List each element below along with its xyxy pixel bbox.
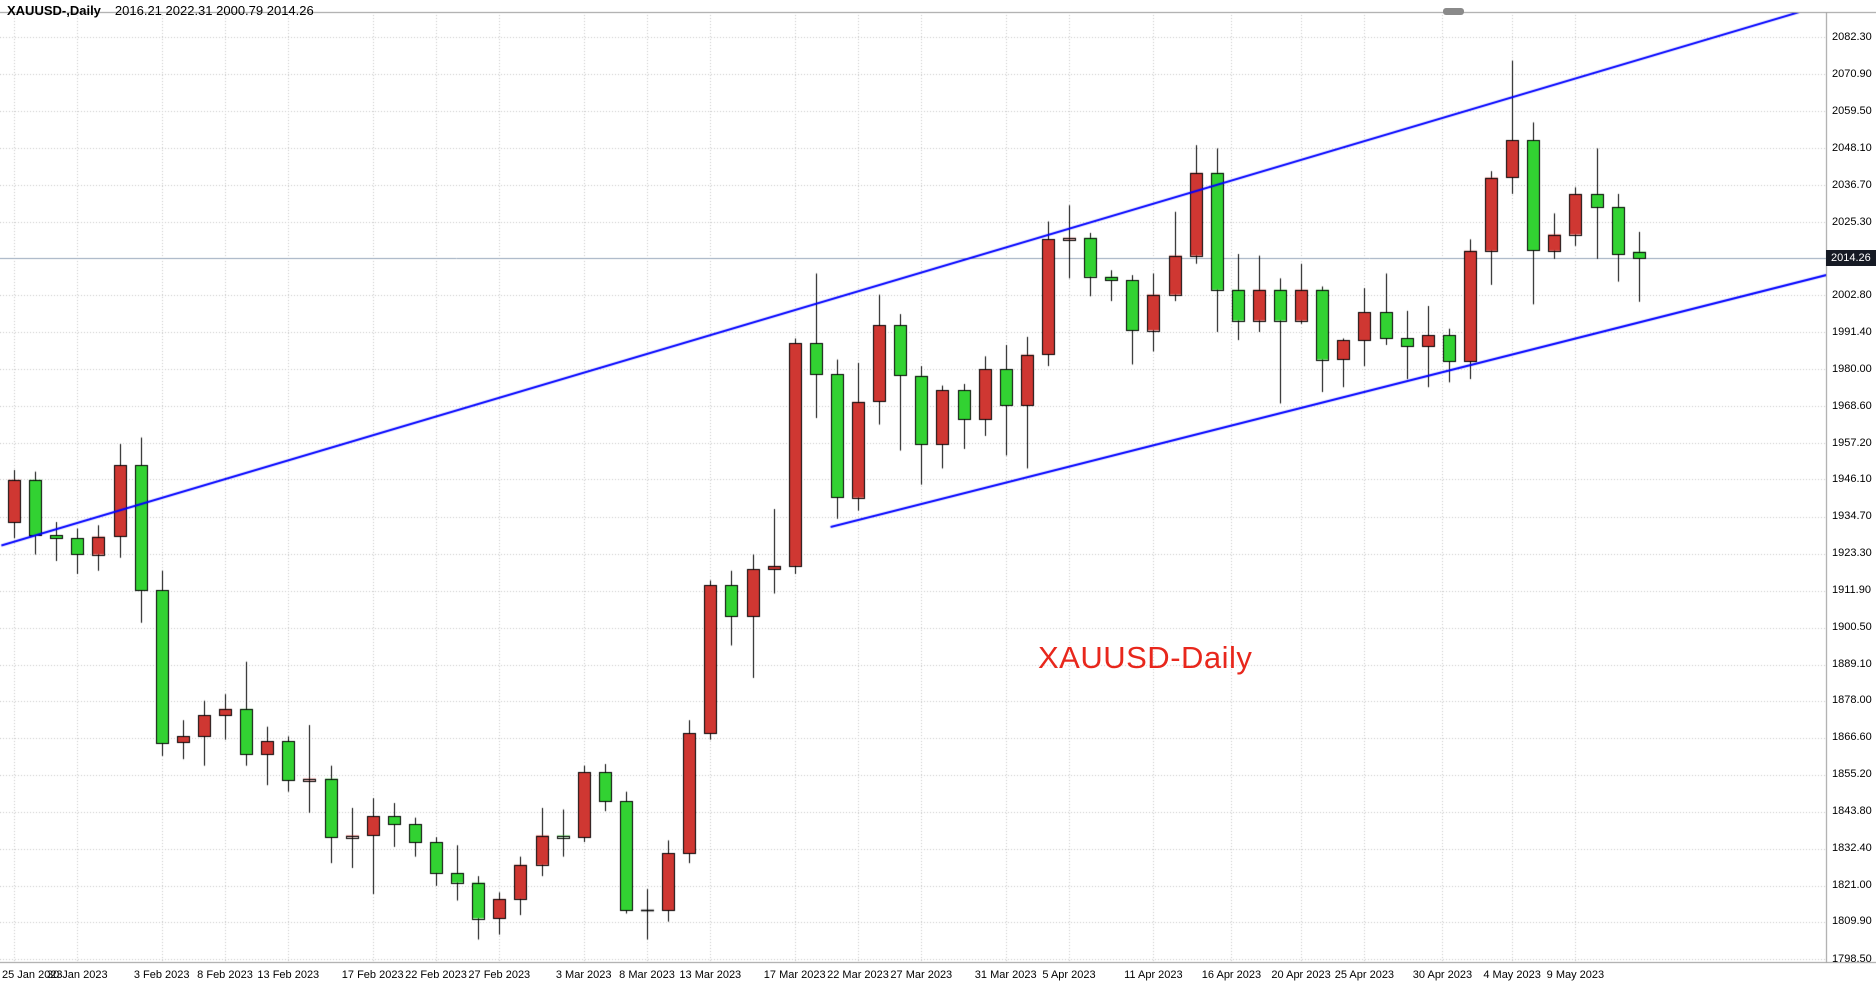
date-axis-label: 27 Feb 2023 — [468, 969, 531, 981]
chart-title: XAUUSD-,Daily 2016.21 2022.31 2000.79 201… — [7, 3, 314, 18]
price-axis-label: 1832.40 — [1832, 842, 1872, 855]
date-axis-label: 17 Feb 2023 — [341, 969, 404, 981]
date-axis-label: 20 Apr 2023 — [1271, 969, 1331, 981]
date-axis-label: 8 Mar 2023 — [619, 969, 675, 981]
date-axis-label: 5 Apr 2023 — [1042, 969, 1096, 981]
date-axis-label: 31 Mar 2023 — [974, 969, 1037, 981]
price-axis-label: 1957.20 — [1832, 436, 1872, 449]
date-axis-label: 3 Feb 2023 — [133, 969, 190, 981]
price-axis-label: 1911.90 — [1832, 584, 1871, 597]
chart-shift-marker[interactable] — [1443, 8, 1464, 15]
date-axis-label: 22 Feb 2023 — [405, 969, 467, 981]
date-axis-label: 3 Mar 2023 — [555, 969, 612, 981]
date-axis-label: 25 Apr 2023 — [1334, 969, 1395, 981]
ohlc-readout: 2016.21 2022.31 2000.79 2014.26 — [114, 3, 314, 18]
date-axis-label: 16 Apr 2023 — [1201, 969, 1262, 981]
price-axis-label: 2048.10 — [1832, 141, 1872, 154]
date-axis-label: 25 Jan 2023 — [2, 969, 63, 981]
current-price-tag: 2014.26 — [1826, 250, 1876, 267]
date-axis-label: 30 Jan 2023 — [47, 969, 108, 981]
price-axis-label: 2059.50 — [1832, 104, 1872, 117]
price-axis-label: 1821.00 — [1832, 879, 1872, 892]
price-axis-label: 1809.90 — [1832, 915, 1872, 928]
price-axis-label: 1798.50 — [1832, 952, 1872, 965]
chart-watermark-label: XAUUSD-Daily — [1038, 640, 1253, 675]
price-axis-label: 1991.40 — [1832, 325, 1872, 338]
date-axis-label: 22 Mar 2023 — [827, 969, 889, 981]
price-axis-label: 1980.00 — [1832, 362, 1872, 375]
price-axis-label: 1866.60 — [1832, 731, 1872, 744]
price-axis-label: 1923.30 — [1832, 547, 1872, 560]
date-axis-label: 13 Mar 2023 — [679, 969, 742, 981]
date-axis-label: 13 Feb 2023 — [257, 969, 320, 981]
date-axis-label: 8 Feb 2023 — [197, 969, 253, 981]
symbol-timeframe-label: XAUUSD-,Daily — [7, 3, 101, 18]
price-axis-label: 1855.20 — [1832, 768, 1872, 781]
price-axis-label: 1934.70 — [1832, 510, 1872, 523]
date-axis-label: 4 May 2023 — [1483, 969, 1541, 981]
price-axis-label: 1878.00 — [1832, 694, 1872, 707]
price-axis-label: 2036.70 — [1832, 178, 1872, 191]
price-axis-label: 2082.30 — [1832, 30, 1872, 43]
date-axis-label: 17 Mar 2023 — [763, 969, 826, 981]
price-axis-label: 2002.80 — [1832, 288, 1872, 301]
price-axis-label: 1946.10 — [1832, 472, 1872, 485]
price-axis-label: 1968.60 — [1832, 399, 1872, 412]
price-axis-label: 2070.90 — [1832, 67, 1872, 80]
price-axis-label: 2025.30 — [1832, 215, 1872, 228]
price-axis-label: 1843.80 — [1832, 805, 1872, 818]
price-axis-label: 1900.50 — [1832, 621, 1872, 634]
date-axis-label: 27 Mar 2023 — [890, 969, 953, 981]
date-axis-label: 9 May 2023 — [1546, 969, 1605, 981]
price-axis-label: 1889.10 — [1832, 658, 1872, 671]
date-axis-label: 11 Apr 2023 — [1124, 969, 1183, 981]
date-axis-label: 30 Apr 2023 — [1412, 969, 1473, 981]
